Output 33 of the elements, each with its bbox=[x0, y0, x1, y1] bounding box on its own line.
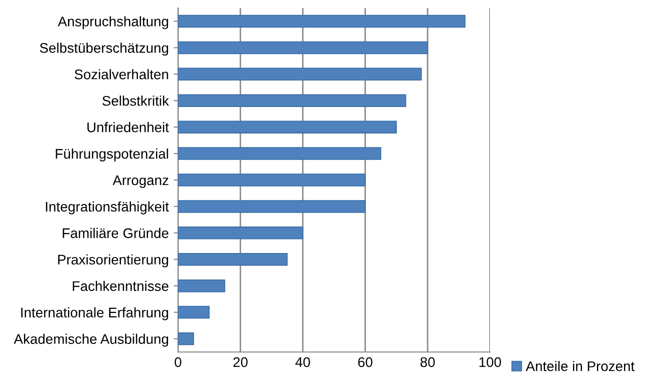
x-tick-label: 60 bbox=[358, 357, 372, 368]
y-tick-label: Anspruchshaltung bbox=[58, 16, 168, 30]
bar bbox=[178, 306, 210, 319]
y-tick-label: Arroganz bbox=[112, 175, 168, 188]
y-tick-label: Selbstkritik bbox=[102, 96, 169, 106]
y-tick-label: Akademische Ausbildung bbox=[14, 334, 168, 347]
x-tick-label: 40 bbox=[295, 357, 310, 368]
y-tick-label: Familiäre Gründe bbox=[62, 228, 168, 238]
y-tick-label: Unfriedenheit bbox=[87, 122, 169, 132]
y-tick-label: Integrationsfähigkeit bbox=[46, 201, 169, 214]
y-tick-label: Internationale Erfahrung bbox=[21, 307, 168, 320]
x-tick-label: 0 bbox=[174, 357, 182, 368]
bar bbox=[178, 332, 194, 346]
bar bbox=[178, 174, 366, 186]
x-tick-label: 20 bbox=[233, 357, 248, 368]
y-tick-label: Fachkenntnisse bbox=[72, 280, 168, 292]
y-tick-label: Praxisorientierung bbox=[58, 254, 168, 268]
bar bbox=[178, 147, 382, 160]
bar bbox=[178, 68, 422, 81]
legend-label: Anteile in Prozent bbox=[526, 360, 635, 372]
x-tick-label: 80 bbox=[420, 357, 435, 368]
bar bbox=[178, 279, 226, 292]
x-tick-label: 100 bbox=[479, 357, 502, 368]
bar bbox=[178, 14, 466, 28]
bar bbox=[178, 226, 304, 240]
bar bbox=[178, 200, 366, 213]
bar bbox=[178, 120, 397, 134]
y-tick-label: Selbstüberschätzung bbox=[40, 42, 168, 56]
y-tick-label: Führungspotenzial bbox=[56, 148, 168, 162]
bar bbox=[178, 253, 288, 266]
bar bbox=[178, 94, 406, 107]
y-tick-label: Sozialverhalten bbox=[74, 69, 168, 80]
bar bbox=[178, 41, 428, 54]
